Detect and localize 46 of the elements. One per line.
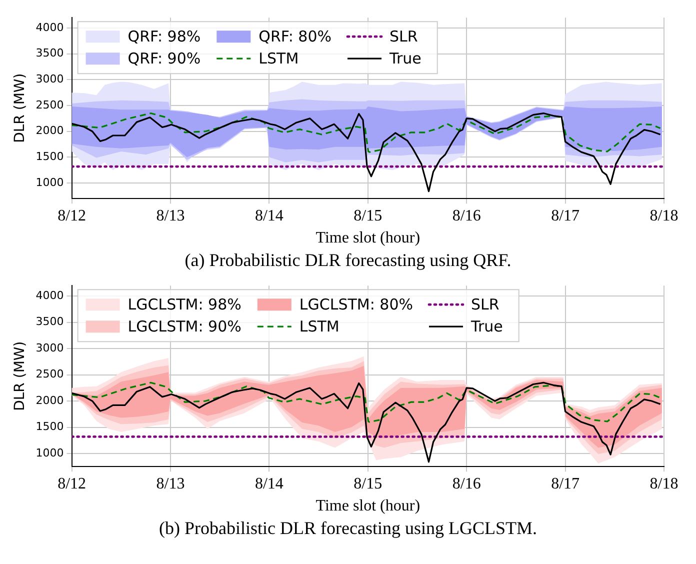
legend-label: LGCLSTM: 90% bbox=[128, 317, 242, 336]
y-tick-label: 4000 bbox=[36, 288, 64, 302]
y-tick-label: 2000 bbox=[36, 124, 64, 138]
x-tick-label: 8/16 bbox=[452, 475, 481, 492]
legend-label: LGCLSTM: 98% bbox=[128, 295, 242, 314]
x-tick-label: 8/16 bbox=[452, 207, 481, 224]
x-tick-label: 8/14 bbox=[254, 207, 284, 224]
y-axis-title: DLR (MW) bbox=[12, 341, 28, 411]
x-tick-label: 8/15 bbox=[354, 475, 382, 492]
y-tick-label: 2000 bbox=[36, 394, 64, 407]
x-tick-label: 8/17 bbox=[551, 207, 580, 224]
legend-label: SLR bbox=[390, 27, 418, 46]
y-tick-label: 3000 bbox=[36, 72, 64, 86]
x-axis-title: Time slot (hour) bbox=[316, 498, 420, 515]
y-tick-label: 3000 bbox=[36, 341, 64, 354]
y-tick-label: 2500 bbox=[36, 368, 64, 381]
y-tick-label: 4000 bbox=[36, 20, 64, 34]
legend-label: QRF: 80% bbox=[258, 27, 332, 46]
x-axis-title: Time slot (hour) bbox=[316, 230, 420, 247]
legend-label: True bbox=[470, 317, 503, 336]
x-tick-label: 8/17 bbox=[551, 475, 580, 492]
y-tick-label: 1000 bbox=[36, 176, 64, 189]
legend-label: LSTM bbox=[299, 317, 340, 336]
y-tick-label: 1500 bbox=[36, 150, 64, 164]
x-tick-label: 8/12 bbox=[58, 475, 86, 492]
x-tick-label: 8/18 bbox=[650, 475, 678, 492]
y-axis-title: DLR (MW) bbox=[12, 73, 28, 143]
legend-label: LSTM bbox=[258, 49, 299, 68]
legend-label: LGCLSTM: 80% bbox=[299, 295, 413, 314]
x-tick-label: 8/15 bbox=[354, 207, 382, 224]
legend-label: True bbox=[388, 49, 422, 68]
y-tick-label: 3500 bbox=[36, 315, 64, 328]
y-tick-label: 2500 bbox=[36, 98, 64, 112]
legend-label: QRF: 90% bbox=[128, 49, 201, 68]
x-tick-label: 8/14 bbox=[254, 475, 284, 492]
text: (a) Probabilistic DLR forecasting using QRF. bbox=[184, 249, 512, 272]
legend-label: QRF: 98% bbox=[128, 27, 201, 46]
x-tick-label: 8/18 bbox=[650, 207, 678, 224]
x-tick-label: 8/12 bbox=[58, 207, 86, 224]
x-tick-label: 8/13 bbox=[156, 475, 185, 492]
y-tick-label: 1000 bbox=[36, 446, 64, 460]
text: (b) Probabilistic DLR forecasting using LGCLSTM. bbox=[158, 517, 538, 540]
legend-label: SLR bbox=[470, 295, 500, 314]
y-tick-label: 1500 bbox=[36, 420, 64, 434]
x-tick-label: 8/13 bbox=[156, 207, 185, 224]
y-tick-label: 3500 bbox=[36, 46, 64, 60]
